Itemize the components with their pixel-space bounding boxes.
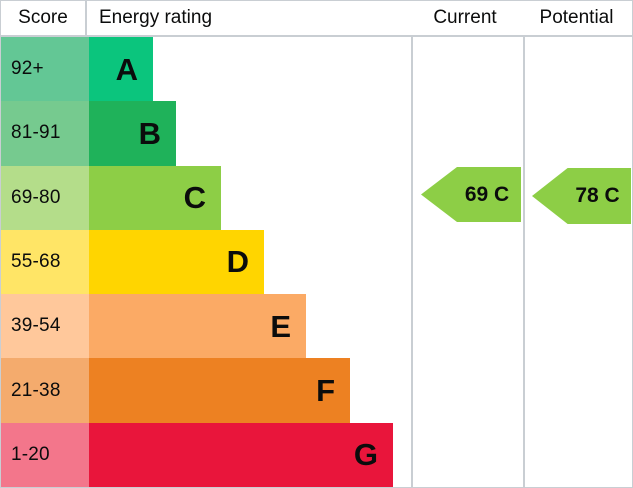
band-row-c: 69-80 C [1, 165, 393, 230]
band-row-a: 92+ A [1, 37, 393, 102]
band-letter: A [115, 51, 138, 87]
band-row-g: 1-20 G [1, 422, 393, 487]
current-rating-value: 69 C [464, 182, 510, 206]
band-score-range: 1-20 [1, 422, 89, 487]
band-score-range: 92+ [1, 37, 89, 102]
band-bar-f: F [89, 358, 350, 423]
chart-header: Score Energy rating Current Potential [1, 1, 632, 37]
band-score-range: 39-54 [1, 294, 89, 359]
potential-rating-value: 78 C [575, 184, 620, 207]
band-row-e: 39-54 E [1, 294, 393, 359]
band-score-range: 21-38 [1, 358, 89, 423]
band-bar-b: B [89, 101, 176, 166]
band-bar-a: A [89, 37, 153, 102]
header-potential: Potential [539, 7, 614, 28]
header-current: Current [433, 7, 497, 28]
divider-potential-column [523, 1, 525, 487]
potential-rating-arrow: 78 C [532, 168, 631, 224]
band-letter: F [316, 373, 335, 409]
band-score-range: 69-80 [1, 165, 89, 230]
band-row-f: 21-38 F [1, 358, 393, 423]
band-bar-g: G [89, 422, 393, 487]
band-letter: E [270, 308, 291, 344]
band-letter: G [353, 437, 378, 473]
band-score-range: 55-68 [1, 229, 89, 295]
band-letter: D [226, 244, 249, 280]
band-bar-c: C [89, 165, 221, 230]
header-score: Score [1, 1, 87, 35]
band-bar-e: E [89, 294, 306, 359]
band-bar-d: D [89, 229, 264, 295]
divider-current-column [411, 1, 413, 487]
band-row-d: 55-68 D [1, 229, 393, 295]
band-letter: C [183, 180, 206, 216]
band-row-b: 81-91 B [1, 101, 393, 166]
band-rows: 92+ A 81-91 B 69-80 C 55-68 D 39-54 E 21… [1, 37, 393, 487]
band-score-range: 81-91 [1, 101, 89, 166]
band-letter: B [138, 115, 161, 151]
header-energy-rating: Energy rating [99, 7, 213, 28]
current-rating-arrow: 69 C [421, 167, 521, 222]
